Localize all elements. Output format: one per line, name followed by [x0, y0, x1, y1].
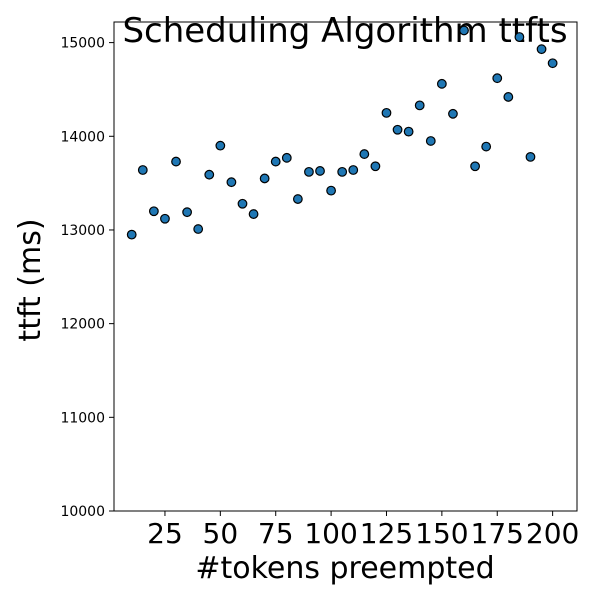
y-tick-label: 10000: [60, 504, 105, 520]
data-point: [148, 206, 159, 217]
data-point: [204, 169, 215, 180]
plot-frame: [113, 21, 578, 512]
data-point: [359, 149, 370, 159]
x-tick-label: 175: [471, 517, 524, 550]
x-tick-label: 25: [147, 517, 183, 550]
chart-title: Scheduling Algorithm ttfts: [122, 11, 567, 51]
data-point: [470, 161, 480, 172]
data-point: [315, 166, 325, 176]
data-point: [348, 165, 359, 175]
data-point: [425, 136, 436, 146]
x-axis-label: #tokens preempted: [195, 551, 494, 586]
x-tick-label: 100: [304, 517, 357, 550]
data-point: [326, 185, 337, 196]
data-point: [182, 207, 193, 218]
data-point: [237, 198, 248, 209]
data-point: [248, 209, 259, 219]
data-point: [259, 173, 270, 184]
y-tick-label: 14000: [60, 129, 105, 145]
data-point: [292, 194, 303, 204]
y-tick-label: 13000: [60, 223, 105, 239]
data-point: [337, 166, 348, 177]
data-point: [193, 224, 204, 234]
data-point: [160, 213, 170, 224]
plot-area: 25 50 75 100 125 150 175 200 10000 11000 12000 1300…: [60, 21, 579, 550]
data-point: [514, 32, 525, 42]
data-point: [448, 108, 458, 119]
data-point: [481, 141, 492, 152]
data-point: [370, 161, 381, 172]
data-point: [403, 126, 414, 137]
y-tick-label: 15000: [60, 36, 105, 52]
data-point: [392, 124, 403, 135]
data-point: [270, 156, 281, 167]
x-tick-label: 125: [360, 517, 413, 550]
data-point: [226, 177, 237, 188]
data-point: [381, 107, 392, 118]
data-point: [536, 44, 547, 55]
x-tick-label: 75: [258, 517, 294, 550]
data-point: [459, 25, 469, 36]
data-point: [137, 165, 148, 175]
x-tick-label: 200: [526, 517, 579, 550]
data-point: [126, 229, 137, 240]
data-point: [414, 100, 425, 111]
y-tick-label: 12000: [60, 317, 105, 333]
x-tick-label: 150: [415, 517, 468, 550]
y-tick-label: 11000: [60, 410, 105, 426]
data-point: [492, 73, 503, 84]
y-axis-label: ttft (ms): [13, 218, 48, 341]
data-point: [304, 166, 314, 177]
data-point: [547, 58, 558, 69]
data-point: [215, 140, 226, 151]
data-point: [525, 151, 536, 162]
data-point: [436, 78, 447, 89]
data-point: [171, 156, 181, 167]
data-point: [503, 92, 514, 102]
data-point: [281, 152, 292, 163]
x-tick-label: 50: [203, 517, 239, 550]
